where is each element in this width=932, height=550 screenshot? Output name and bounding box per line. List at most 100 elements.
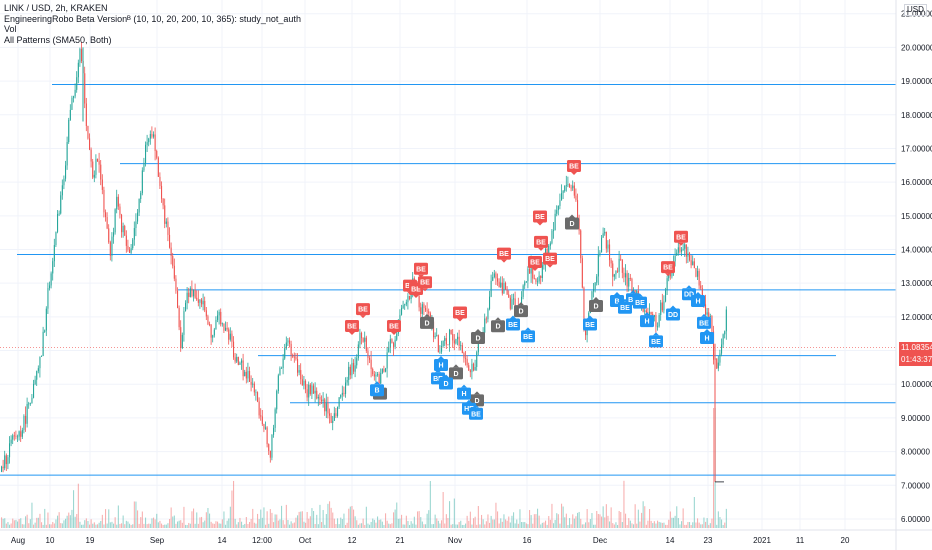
candle-body [682,248,684,250]
candle-body [5,455,7,465]
candle-body [501,282,503,294]
pattern-text: BE [651,339,661,346]
candle-body [644,310,646,312]
candle-body [225,327,227,331]
volume-bar [705,521,707,528]
volume-bar [394,509,396,528]
pattern-text: BE [358,307,368,314]
volume-bar [325,514,327,528]
price-axis[interactable]: 21.00000 20.00000 19.00000 18.00000 17.00000… [895,0,932,550]
time-axis[interactable]: Aug 10 19 Sep 14 12:00 Oct 12 21 Nov 16 Dec 14 23 2021… [0,529,932,545]
candle-body [409,295,411,300]
pattern-text: BE [523,334,533,341]
volume-bar [442,492,444,528]
volume-bar [47,512,49,528]
volume-bar [53,523,55,528]
candle-body [266,427,268,445]
volume-bar [279,519,281,528]
volume-bar [129,523,131,528]
patterns-title[interactable]: All Patterns (SMA50, Both) [4,34,112,45]
candle-body [530,264,532,274]
volume-bar [121,523,123,528]
pattern-text: D [495,324,500,331]
candle-body [540,275,542,279]
volume-bar [218,523,220,528]
volume-bar [469,511,471,528]
candle-body [541,265,543,279]
candle-body [724,331,726,335]
time-tick-label: Sep [150,536,165,545]
volume-bar [644,506,646,528]
candle-body [565,185,567,187]
volume-title[interactable]: Vol [4,24,17,34]
candle-body [263,424,265,429]
candle-body [442,340,444,347]
candle-body [234,357,236,362]
volume-bar [111,521,113,528]
candle-body [463,353,465,359]
candle-body [37,368,39,372]
volume-bar [250,518,252,528]
candle-body [653,314,655,318]
candle-body [564,185,566,192]
candle-body [212,335,214,338]
volume-bar [306,511,308,528]
volume-bar [567,524,569,528]
volume-bar [436,518,438,528]
symbol-title[interactable]: LINK / USD, 2h, KRAKEN [4,3,108,13]
volume-bar [449,501,451,528]
volume-bar [26,514,28,528]
volume-bar [484,524,486,528]
volume-bar [636,523,638,528]
volume-bar [591,513,593,528]
price-tick-label: 18.00000 [901,111,932,120]
bull-pattern-label: H [640,312,654,328]
volume-bar [578,511,580,528]
pattern-text: D [474,398,479,405]
candle-body [436,335,438,337]
volume-bar [597,513,599,528]
pattern-text: D [569,221,574,228]
candle-body [167,221,169,235]
candle-body [159,176,161,186]
bear-pattern-label: BE [661,261,675,277]
time-tick-label: 10 [46,536,55,545]
candle-body [306,389,308,398]
pattern-text: H [438,362,443,369]
candle-body [79,48,81,63]
candle-body [364,337,366,342]
candle-body [73,96,75,98]
volume-bar [378,519,380,528]
candle-body [119,206,121,215]
volume-bar [289,524,291,528]
candle-body [394,339,396,347]
candle-body [465,358,467,360]
candle-body [628,277,630,287]
candle-body [61,185,63,196]
volume-bar [226,520,228,528]
candle-body [485,318,487,320]
candle-body [655,314,657,327]
volume-bar [433,524,435,528]
candle-body [386,352,388,369]
volume-bar [535,514,537,528]
candle-body [18,431,20,437]
candle-body [378,374,380,384]
volume-bar [260,509,262,528]
volume-bar [186,524,188,528]
price-tick-label: 7.00000 [901,481,930,490]
volume-bar [164,524,166,528]
candle-body [68,119,70,143]
volume-bar [204,520,206,528]
volume-bar [367,523,369,528]
candle-body [466,359,468,366]
volume-bar [225,524,227,528]
candle-body [677,247,679,253]
volume-bar [517,523,519,528]
volume-bar [159,520,161,528]
indicator-title[interactable]: EngineeringRobo Beta Versionᴮ (10, 10, 2… [4,13,301,24]
candle-body [156,150,158,158]
candle-body [681,249,683,252]
volume-bar [461,524,463,528]
